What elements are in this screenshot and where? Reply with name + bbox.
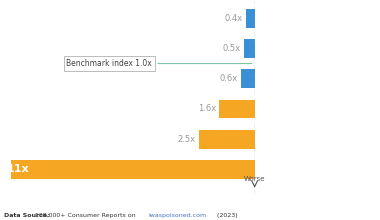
Text: Benchmark index 1.0x: Benchmark index 1.0x [66,59,252,68]
Text: iwaspoisoned.com: iwaspoisoned.com [148,213,206,218]
Text: (2023): (2023) [215,213,238,218]
Text: 0.6x: 0.6x [220,74,238,83]
Text: 11x: 11x [6,164,29,174]
Bar [244,39,255,58]
Text: Data Source:: Data Source: [4,213,49,218]
Bar [11,160,255,179]
Bar [246,9,255,28]
Text: 1.6x: 1.6x [198,104,216,113]
Bar [219,99,255,118]
Text: Worse: Worse [244,176,265,182]
Text: 0.5x: 0.5x [222,44,240,53]
Bar [241,69,255,88]
Text: 0.4x: 0.4x [224,14,242,23]
Bar [199,130,255,148]
Text: 108,000+ Consumer Reports on: 108,000+ Consumer Reports on [33,213,138,218]
Text: 2.5x: 2.5x [178,135,196,144]
